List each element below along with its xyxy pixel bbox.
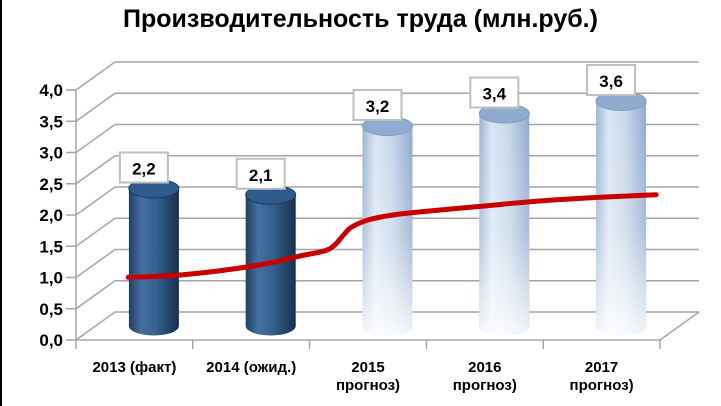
y-tick-label-0: 0,0 — [39, 331, 63, 350]
bars — [128, 91, 647, 336]
x-category-label-2-line0: 2015 — [351, 359, 384, 376]
data-label-text-2: 3,2 — [366, 97, 390, 116]
x-category-label-1: 2014 (ожид.) — [206, 359, 296, 376]
data-label-text-4: 3,6 — [599, 72, 623, 91]
gridline-depth — [75, 123, 116, 154]
gridline-depth — [75, 155, 116, 185]
x-category-label-3-line1: прогноз) — [453, 377, 517, 394]
chart-title: Производительность труда (млн.руб.) — [123, 5, 598, 33]
gridline-depth — [75, 280, 116, 310]
data-label-box-2 — [352, 89, 403, 121]
gridline-depth — [75, 92, 116, 122]
y-tick-label-6: 3,0 — [39, 144, 63, 163]
gridline-depth — [75, 61, 116, 91]
y-tick-label-5: 2,5 — [39, 175, 63, 194]
x-category-label-3-line0: 2016 — [468, 359, 501, 376]
data-label-box-4 — [586, 64, 637, 96]
y-tick-label-1: 0,5 — [39, 300, 63, 319]
x-category-label-0: 2013 (факт) — [92, 359, 176, 376]
gridline-depth — [75, 217, 116, 247]
gridline-depth — [75, 311, 116, 341]
data-label-box-0 — [118, 151, 169, 184]
data-label-box-1 — [235, 157, 286, 190]
bar-cylinder-fade-2 — [362, 126, 413, 336]
bar-cylinder-0 — [128, 188, 179, 336]
y-tick-label-7: 3,5 — [39, 112, 63, 131]
data-labels: 2,2 2,1 3,2 3,4 3,6 — [118, 64, 637, 190]
x-category-label-4-line1: прогноз) — [570, 377, 634, 394]
bar-cylinder-fade-4 — [596, 101, 647, 336]
x-category-label-2-line1: прогноз) — [336, 377, 400, 394]
y-tick-label-3: 1,5 — [39, 237, 63, 256]
trend-line — [125, 192, 659, 280]
bar-cylinder-fade-3 — [479, 113, 530, 336]
data-label-text-0: 2,2 — [132, 160, 156, 179]
gridline-depth — [75, 186, 116, 216]
x-category-label-4-line0: 2017 — [585, 359, 618, 376]
y-tick-label-2: 1,0 — [39, 269, 63, 288]
floor-right-edge — [659, 311, 700, 341]
data-label-box-3 — [469, 76, 520, 109]
y-tick-label-8: 4,0 — [39, 81, 63, 100]
gridline-depth — [75, 248, 116, 279]
y-tick-label-4: 2,0 — [39, 206, 63, 225]
data-label-text-1: 2,1 — [249, 166, 273, 185]
page-left-border — [0, 0, 2, 406]
data-label-text-3: 3,4 — [482, 85, 506, 104]
